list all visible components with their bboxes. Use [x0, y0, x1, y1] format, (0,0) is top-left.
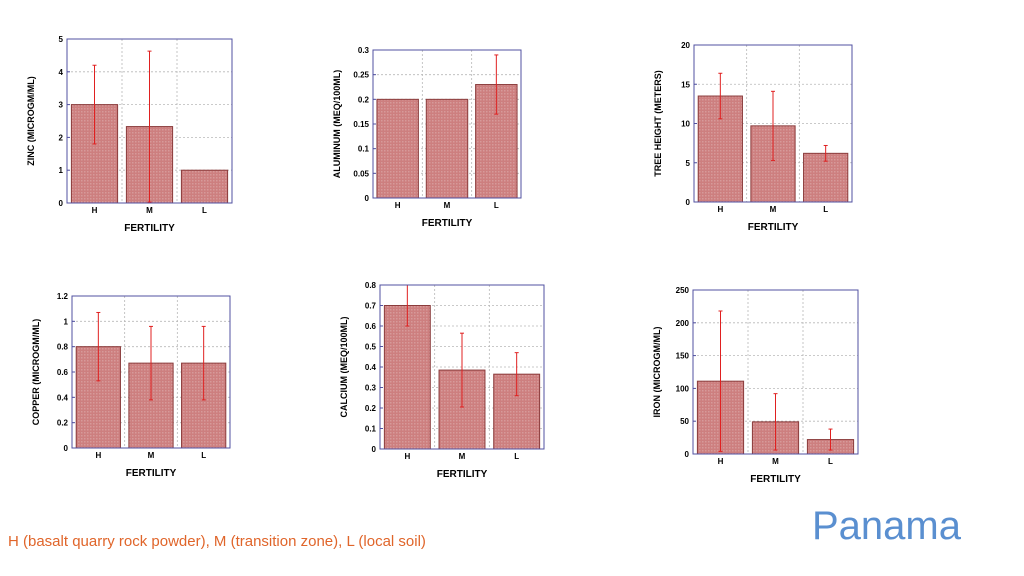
- brand-title: Panama: [812, 504, 961, 548]
- y-axis-label: TREE HEIGHT (METERS): [653, 70, 663, 177]
- chart-5: H M L 0 0.1 0.2 0.3 0.4 0.5 0.6 0.7 0.8 FERTILITY CAL…: [339, 281, 545, 480]
- y-tick-label: 0.05: [353, 169, 369, 178]
- bar-M: [425, 98, 469, 199]
- y-axis-label: IRON (MICROGM/ML): [652, 327, 662, 418]
- y-tick-label: 0.2: [358, 95, 370, 104]
- y-tick-label: 5: [686, 159, 691, 168]
- y-tick-label: 0: [64, 444, 69, 453]
- x-tick-label: M: [770, 205, 777, 214]
- x-tick-label: H: [95, 451, 101, 460]
- x-axis-label: FERTILITY: [126, 468, 177, 479]
- y-tick-label: 0: [59, 199, 64, 208]
- chart-2: H M L 0 0.05 0.1 0.15 0.2 0.25 0.3 FERTILITY ALUMIN…: [332, 46, 522, 229]
- y-tick-label: 100: [676, 384, 690, 393]
- x-tick-label: M: [148, 451, 155, 460]
- y-tick-label: 1: [59, 166, 64, 175]
- x-tick-label: H: [92, 206, 98, 215]
- x-axis-label: FERTILITY: [750, 474, 801, 485]
- x-tick-label: L: [823, 205, 828, 214]
- legend-footnote: H (basalt quarry rock powder), M (transi…: [8, 533, 426, 550]
- y-tick-label: 2: [59, 133, 64, 142]
- y-tick-label: 1.2: [57, 292, 69, 301]
- y-tick-label: 0.6: [57, 368, 69, 377]
- y-tick-label: 10: [681, 120, 690, 129]
- x-tick-label: M: [772, 457, 779, 466]
- y-axis-label: ZINC (MICROGM/ML): [26, 76, 36, 165]
- x-tick-label: L: [494, 201, 499, 210]
- x-tick-label: L: [514, 452, 519, 461]
- chart-3: H M L 0 5 10 15 20 FERTILITY TREE HEIGHT (METERS): [653, 41, 853, 233]
- x-tick-label: H: [395, 201, 401, 210]
- y-tick-label: 0.5: [365, 343, 377, 352]
- x-axis-label: FERTILITY: [437, 469, 488, 480]
- x-tick-label: M: [459, 452, 466, 461]
- bar-H: [383, 305, 431, 450]
- y-tick-label: 0: [685, 450, 690, 459]
- chart-1: H M L 0 1 2 3 4 5 FERTILITY ZINC (MICROGM/ML): [26, 35, 233, 234]
- x-tick-label: L: [202, 206, 207, 215]
- y-tick-label: 0.8: [365, 281, 377, 290]
- y-tick-label: 0: [686, 198, 691, 207]
- y-tick-label: 0: [365, 194, 370, 203]
- y-tick-label: 0.25: [353, 71, 369, 80]
- y-tick-label: 0.3: [365, 384, 377, 393]
- y-tick-label: 1: [64, 317, 69, 326]
- chart-6: H M L 0 50 100 150 200 250 FERTILITY IRON (MICROGM…: [652, 286, 859, 485]
- x-axis-label: FERTILITY: [748, 222, 799, 233]
- x-tick-label: M: [444, 201, 451, 210]
- y-tick-label: 5: [59, 35, 64, 44]
- y-tick-label: 0.4: [57, 393, 69, 402]
- x-tick-label: L: [201, 451, 206, 460]
- y-axis-label: CALCIUM (MEQ/100ML): [339, 316, 349, 417]
- y-tick-label: 200: [676, 319, 690, 328]
- x-tick-label: H: [717, 205, 723, 214]
- y-tick-label: 50: [680, 417, 689, 426]
- x-tick-label: M: [146, 206, 153, 215]
- plot-frame: [692, 289, 859, 455]
- y-tick-label: 0.7: [365, 302, 377, 311]
- y-tick-label: 0.3: [358, 46, 370, 55]
- y-tick-label: 20: [681, 41, 690, 50]
- y-axis-label: ALUMINUM (MEQ/100ML): [332, 70, 342, 179]
- y-tick-label: 0.2: [365, 404, 377, 413]
- y-tick-label: 0.4: [365, 363, 377, 372]
- x-tick-label: H: [404, 452, 410, 461]
- x-axis-label: FERTILITY: [422, 218, 473, 229]
- y-tick-label: 0.8: [57, 343, 69, 352]
- bar-H: [376, 98, 419, 199]
- x-tick-label: H: [718, 457, 724, 466]
- y-tick-label: 0.1: [358, 145, 370, 154]
- y-tick-label: 0.15: [353, 120, 369, 129]
- plot-frame: [66, 38, 233, 204]
- y-tick-label: 250: [676, 286, 690, 295]
- y-tick-label: 15: [681, 80, 690, 89]
- chart-4: H M L 0 0.2 0.4 0.6 0.8 1 1.2 FERTILITY COPPER (MIC…: [31, 292, 231, 479]
- y-tick-label: 0.6: [365, 322, 377, 331]
- x-axis-label: FERTILITY: [124, 223, 175, 234]
- y-tick-label: 0.2: [57, 419, 69, 428]
- y-tick-label: 3: [59, 101, 64, 110]
- y-tick-label: 4: [59, 68, 64, 77]
- y-tick-label: 150: [676, 352, 690, 361]
- y-tick-label: 0.1: [365, 425, 377, 434]
- bar-L: [180, 169, 229, 204]
- y-tick-label: 0: [372, 445, 377, 454]
- y-axis-label: COPPER (MICROGM/ML): [31, 319, 41, 426]
- x-tick-label: L: [828, 457, 833, 466]
